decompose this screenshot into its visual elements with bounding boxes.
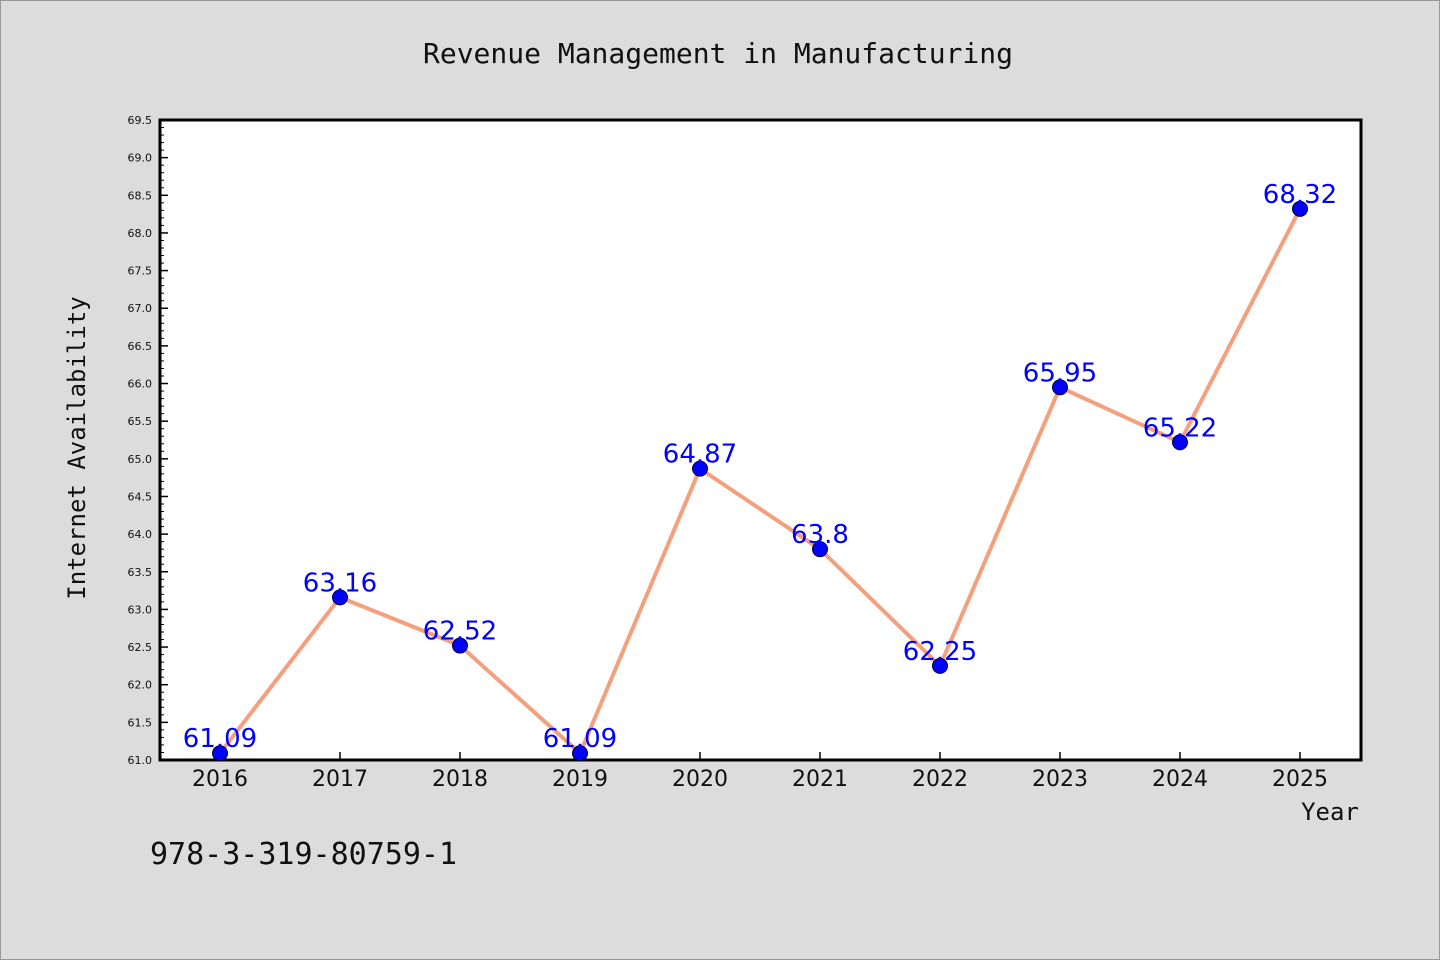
y-tick-label: 65.0 <box>128 453 153 466</box>
y-tick-label: 62.0 <box>128 679 153 692</box>
data-label: 65.22 <box>1143 413 1217 443</box>
data-label: 62.52 <box>423 617 497 647</box>
x-tick-label: 2023 <box>1032 767 1088 792</box>
x-tick-label: 2025 <box>1272 767 1328 792</box>
y-tick-label: 68.5 <box>128 189 153 202</box>
y-tick-label: 65.5 <box>128 415 153 428</box>
y-tick-label: 67.0 <box>128 302 153 315</box>
data-label: 61.09 <box>183 724 257 754</box>
data-point <box>332 589 348 606</box>
y-tick-label: 69.5 <box>128 114 153 127</box>
x-axis-label: Year <box>1301 798 1359 826</box>
x-tick-label: 2016 <box>192 767 248 792</box>
chart-title: Revenue Management in Manufacturing <box>423 37 1013 70</box>
data-label: 62.25 <box>903 637 977 667</box>
x-tick-label: 2017 <box>312 767 368 792</box>
data-point <box>1172 434 1188 451</box>
data-label: 64.87 <box>663 440 737 470</box>
data-point <box>812 541 828 558</box>
y-axis: 61.0 61.5 62.0 62.5 63.0 63.5 64.0 64.5 65.0 65.5… <box>128 114 168 767</box>
y-tick-label: 68.0 <box>128 227 153 240</box>
data-point <box>212 745 228 762</box>
data-label: 63.8 <box>791 520 849 550</box>
data-label: 63.16 <box>303 568 377 598</box>
y-tick-label: 61.5 <box>128 716 153 729</box>
plot-area <box>158 118 1363 762</box>
data-point <box>1292 200 1308 217</box>
y-tick-label: 62.5 <box>128 641 153 654</box>
y-tick-label: 61.0 <box>128 754 153 767</box>
y-tick-label: 64.0 <box>128 528 153 541</box>
y-tick-label: 66.0 <box>128 378 153 391</box>
x-tick-label: 2018 <box>432 767 488 792</box>
x-tick-label: 2020 <box>672 767 728 792</box>
y-tick-label: 66.5 <box>128 340 153 353</box>
y-tick-label: 63.5 <box>128 566 153 579</box>
data-point <box>452 637 468 654</box>
y-tick-label: 63.0 <box>128 603 153 616</box>
series-line <box>218 207 1302 756</box>
x-tick-label: 2019 <box>552 767 608 792</box>
data-label: 65.95 <box>1023 358 1097 388</box>
data-point <box>932 657 948 674</box>
data-point <box>572 745 588 762</box>
data-point <box>692 460 708 477</box>
data-labels: 61.09 63.16 62.52 61.09 64.87 63.8 62.25 65.95 6… <box>183 180 1337 754</box>
data-markers <box>212 200 1308 762</box>
x-tick-label: 2021 <box>792 767 848 792</box>
y-axis-label: Internet Availability <box>63 296 91 599</box>
x-axis: 2016 2017 2018 2019 2020 2021 2022 2023 2024 2025 <box>192 752 1328 792</box>
y-tick-label: 67.5 <box>128 265 153 278</box>
x-tick-label: 2022 <box>912 767 968 792</box>
y-tick-label: 64.5 <box>128 490 153 503</box>
data-label: 68.32 <box>1263 180 1337 210</box>
data-point <box>1052 379 1068 396</box>
y-tick-label: 69.0 <box>128 152 153 165</box>
x-tick-label: 2024 <box>1152 767 1208 792</box>
isbn-footer: 978-3-319-80759-1 <box>150 837 457 872</box>
data-label: 61.09 <box>543 724 617 754</box>
